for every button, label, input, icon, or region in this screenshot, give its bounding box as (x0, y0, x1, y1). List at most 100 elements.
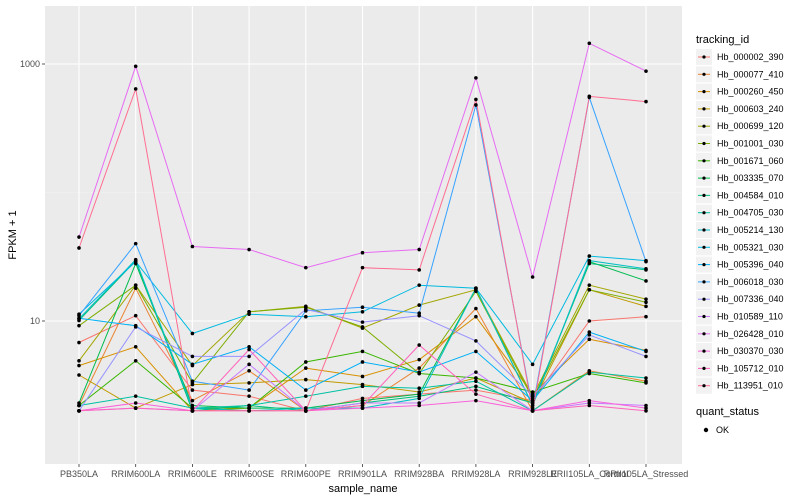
data-point (474, 388, 478, 392)
y-axis-title: FPKM + 1 (7, 210, 19, 259)
legend-key-point (702, 263, 706, 267)
data-point (587, 398, 592, 403)
data-point (587, 333, 592, 337)
legend-label: Hb_005214_130 (717, 225, 784, 235)
data-point (247, 347, 251, 352)
data-point (247, 344, 251, 349)
data-point (587, 319, 592, 323)
data-point (417, 370, 422, 374)
data-point (587, 287, 592, 292)
data-point (417, 313, 422, 318)
legend-label: Hb_005396_040 (717, 260, 784, 270)
data-point (190, 354, 195, 359)
legend-label: Hb_004584_010 (717, 190, 784, 200)
legend-key-point (702, 297, 706, 301)
data-point (304, 377, 308, 382)
data-point (133, 87, 138, 91)
data-point (190, 388, 195, 392)
data-point (417, 366, 422, 370)
data-point (587, 283, 592, 287)
plot-panel-background (45, 6, 682, 464)
legend-key-point (702, 384, 706, 388)
data-point (304, 394, 308, 398)
data-point (133, 406, 138, 410)
data-point (644, 99, 648, 104)
legend-key-point (702, 280, 706, 284)
data-point (530, 390, 535, 394)
data-point (474, 314, 478, 319)
data-point (247, 406, 251, 410)
data-points (77, 41, 648, 413)
legend-label: Hb_000260_450 (717, 87, 784, 97)
data-point (417, 403, 422, 408)
data-point (530, 409, 535, 413)
data-point (77, 340, 81, 345)
x-axis-title: sample_name (328, 483, 397, 495)
data-point (190, 331, 195, 336)
data-point (77, 313, 81, 318)
x-axis: PB350LA RRIM600LA RRIM600LE RRIM600SE RRIM60… (60, 464, 688, 479)
legend-key-point (702, 193, 706, 197)
data-point (474, 306, 478, 311)
data-point (417, 386, 422, 390)
shape-legend: quant_status OK (696, 406, 759, 435)
legend-key-point (702, 55, 706, 59)
data-point (304, 265, 308, 270)
data-point (644, 349, 648, 354)
data-point (133, 359, 138, 363)
data-point (190, 398, 195, 403)
x-tick-label: RRIM600SE (224, 469, 274, 479)
data-point (360, 384, 365, 389)
data-point (644, 297, 648, 301)
data-point (190, 362, 195, 367)
legend-key-point (702, 159, 706, 163)
data-point (530, 394, 535, 398)
data-point (247, 403, 251, 408)
data-point (247, 388, 251, 392)
data-point (133, 64, 138, 69)
data-point (587, 254, 592, 258)
data-point (190, 403, 195, 408)
data-point (360, 309, 365, 314)
data-point (360, 265, 365, 270)
data-point (587, 261, 592, 266)
legend-label: Hb_010589_110 (717, 312, 783, 322)
data-point (360, 320, 365, 324)
legend-label: Hb_030370_030 (717, 346, 784, 356)
data-point (133, 344, 138, 349)
data-point (304, 307, 308, 312)
grid-lines (45, 6, 682, 464)
legend-label: Hb_113951_010 (717, 381, 783, 391)
data-point (417, 303, 422, 307)
shape-legend-point-icon (703, 427, 709, 433)
data-point (247, 368, 251, 373)
data-point (133, 286, 138, 290)
x-tick-label: RRII105LA_Control (550, 469, 628, 479)
data-point (190, 409, 195, 413)
data-point (644, 304, 648, 309)
y-tick-label: 10 (30, 316, 40, 326)
data-point (133, 313, 138, 318)
data-point (77, 363, 81, 368)
data-point (304, 314, 308, 319)
data-point (474, 370, 478, 374)
data-point (360, 374, 365, 379)
legend-key-point (702, 245, 706, 249)
legend-key-point (702, 314, 706, 319)
data-point (360, 403, 365, 408)
data-point (247, 394, 251, 398)
data-point (474, 289, 478, 294)
data-point (474, 392, 478, 396)
data-point (644, 69, 648, 73)
data-point (644, 279, 648, 283)
data-point (587, 370, 592, 374)
legend-label: Hb_105712_010 (717, 363, 784, 373)
x-tick-label: RRIM928BA (394, 469, 444, 479)
legend-label: Hb_000077_410 (717, 69, 784, 79)
data-point (474, 286, 478, 290)
legend-label: Hb_004705_030 (717, 208, 784, 218)
legend-key-point (702, 72, 706, 76)
data-point (77, 246, 81, 250)
data-point (474, 384, 478, 389)
